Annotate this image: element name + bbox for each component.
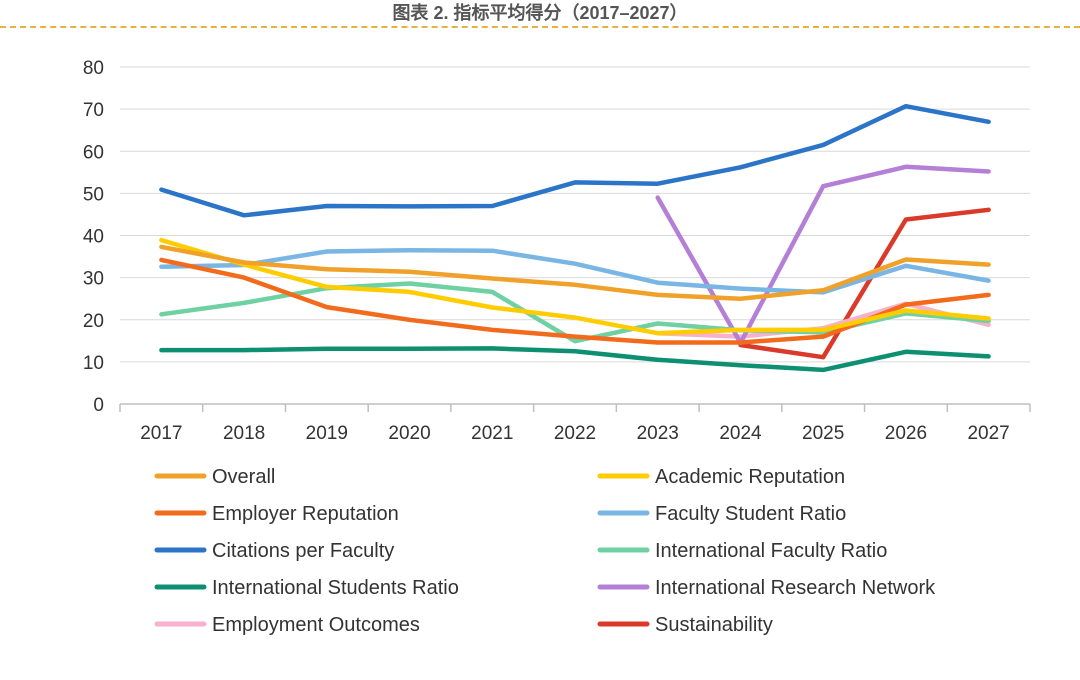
x-tick-label: 2020 [388, 423, 430, 444]
series-line-sustainability [738, 207, 991, 360]
legend: Overall Academic Reputation Employer Reput… [154, 466, 936, 636]
y-tick-label: 50 [83, 184, 104, 205]
y-tick-label: 70 [83, 100, 104, 121]
legend-label: Citations per Faculty [212, 540, 394, 562]
title-divider [0, 26, 1080, 28]
x-tick-label: 2024 [719, 423, 762, 444]
y-tick-label: 40 [83, 227, 104, 248]
legend-label: Faculty Student Ratio [655, 503, 846, 525]
y-tick-label: 0 [93, 395, 104, 416]
legend-label: International Students Ratio [212, 577, 459, 599]
x-tick-label: 2026 [885, 423, 927, 444]
x-tick-label: 2018 [223, 423, 265, 444]
series-line-international-students-ratio [159, 346, 991, 373]
x-tick-label: 2021 [471, 423, 513, 444]
series-line-citations-per-faculty [159, 103, 991, 218]
y-tick-label: 10 [83, 353, 104, 374]
legend-label: Employment Outcomes [212, 614, 420, 636]
axes: 0 10 20 30 40 50 60 70 80 2017 2018 2019 2020 2021 202… [83, 58, 1031, 444]
legend-label: International Research Network [655, 577, 936, 599]
y-tick-label: 80 [83, 58, 104, 79]
legend-label: International Faculty Ratio [655, 540, 887, 562]
series-line-academic-reputation [159, 237, 991, 336]
x-tick-label: 2023 [637, 423, 679, 444]
series-line-overall [159, 244, 991, 301]
x-tick-label: 2025 [802, 423, 844, 444]
x-tick-label: 2027 [967, 423, 1009, 444]
series-line-employer-reputation [159, 257, 991, 345]
grid-lines [120, 66, 1030, 363]
series-lines [159, 103, 991, 373]
series-line-faculty-student-ratio [159, 247, 991, 295]
legend-label: Employer Reputation [212, 503, 399, 525]
y-tick-label: 60 [83, 142, 104, 163]
x-tick-label: 2019 [306, 423, 348, 444]
chart-title: 图表 2. 指标平均得分（2017–2027） [392, 3, 688, 23]
y-tick-label: 20 [83, 311, 104, 332]
x-tick-label: 2017 [140, 423, 182, 444]
legend-label: Academic Reputation [655, 466, 845, 488]
legend-label: Sustainability [655, 614, 773, 636]
x-tick-label: 2022 [554, 423, 596, 444]
legend-label: Overall [212, 466, 275, 488]
series-line-international-research-network [655, 164, 991, 346]
y-tick-label: 30 [83, 269, 104, 290]
